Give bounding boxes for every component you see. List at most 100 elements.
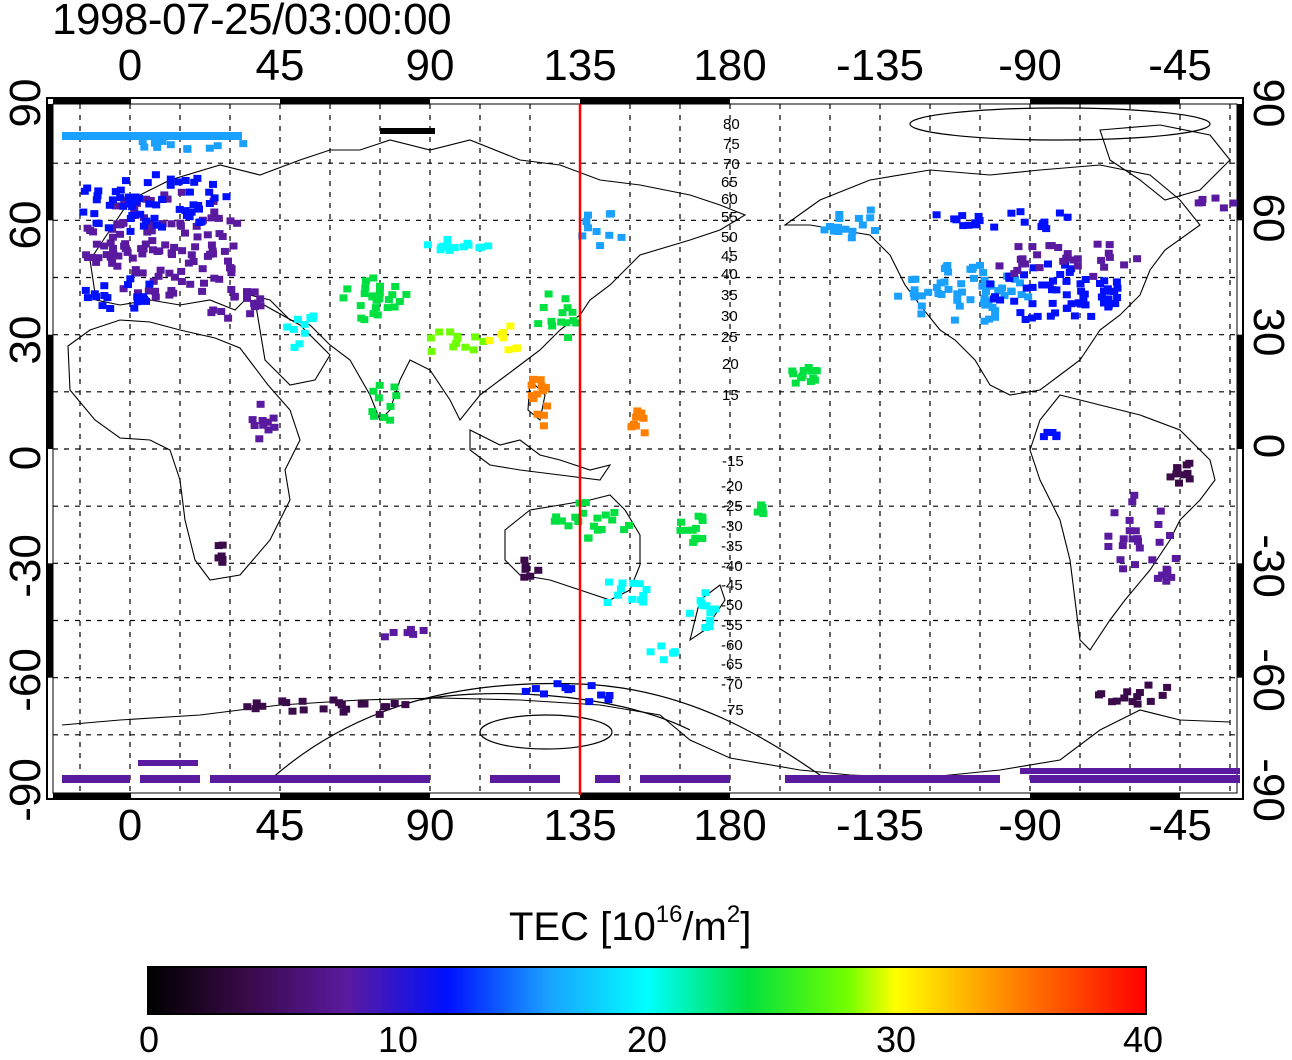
tec-cell bbox=[529, 375, 537, 383]
tec-cell bbox=[161, 241, 170, 249]
tec-cell bbox=[450, 244, 459, 252]
tec-cell bbox=[533, 390, 542, 398]
tec-cell bbox=[403, 629, 412, 637]
top-tick-45: 45 bbox=[255, 41, 305, 90]
tec-cell bbox=[1081, 301, 1090, 309]
tec-cell bbox=[563, 304, 572, 312]
tec-cell bbox=[639, 414, 648, 422]
tec-polar-band bbox=[640, 775, 730, 783]
tec-cell bbox=[250, 422, 259, 429]
tec-cell bbox=[629, 579, 638, 587]
tec-cell bbox=[1104, 532, 1113, 540]
tec-cell bbox=[561, 684, 570, 692]
tec-cell bbox=[698, 535, 707, 542]
right-tick-90: 90 bbox=[1244, 78, 1292, 128]
tec-cell bbox=[166, 175, 175, 183]
tec-cell bbox=[116, 194, 125, 202]
tec-cell bbox=[544, 290, 553, 298]
mag-lat-label: 40 bbox=[721, 266, 738, 283]
mag-lat-label: 15 bbox=[722, 387, 739, 404]
tec-cell bbox=[1069, 256, 1078, 264]
tec-cell bbox=[1211, 194, 1220, 202]
tec-cell bbox=[147, 227, 156, 235]
tec-cell bbox=[122, 177, 130, 185]
tec-cell bbox=[959, 222, 968, 230]
tec-cell bbox=[617, 233, 626, 241]
tec-cell bbox=[635, 580, 644, 588]
tec-cell bbox=[109, 251, 118, 259]
left-tick-m30: -30 bbox=[1, 534, 50, 598]
tec-cell bbox=[970, 274, 978, 282]
tec-cell bbox=[426, 334, 435, 342]
tec-cell bbox=[446, 328, 455, 336]
tec-cell bbox=[113, 220, 122, 228]
tec-cell bbox=[597, 691, 606, 699]
tec-cell bbox=[1135, 689, 1144, 696]
tec-cell bbox=[402, 290, 411, 298]
tec-cell bbox=[1197, 199, 1206, 207]
tec-cell bbox=[1033, 251, 1042, 259]
tec-cell bbox=[552, 513, 561, 521]
mag-lat-label: -20 bbox=[721, 478, 743, 495]
tec-cell bbox=[382, 703, 391, 711]
tec-cell bbox=[585, 698, 594, 706]
tec-cell bbox=[308, 315, 317, 323]
tec-cell bbox=[642, 586, 651, 593]
tec-cell bbox=[136, 210, 145, 218]
tec-cell bbox=[263, 418, 272, 426]
tec-cell bbox=[193, 233, 202, 241]
mag-lat-label: -60 bbox=[721, 637, 743, 654]
tec-cell bbox=[1073, 255, 1082, 263]
tec-cell bbox=[1128, 698, 1137, 706]
tec-cell bbox=[283, 323, 292, 331]
tec-cell bbox=[910, 286, 919, 294]
tec-cell bbox=[1172, 470, 1181, 478]
top-tick-m90: -90 bbox=[998, 41, 1062, 90]
tec-cell bbox=[1108, 698, 1117, 706]
tec-cell bbox=[453, 335, 462, 343]
tec-cell bbox=[558, 309, 567, 317]
tec-cell bbox=[128, 254, 137, 262]
tec-cell bbox=[1020, 271, 1028, 279]
mag-lat-label: 75 bbox=[723, 136, 740, 153]
tec-cell bbox=[858, 221, 867, 229]
tec-cell bbox=[149, 277, 158, 285]
mag-lat-label: 25 bbox=[721, 329, 738, 346]
tec-cell bbox=[83, 224, 92, 232]
mag-lat-label: -50 bbox=[721, 597, 743, 614]
mag-lat-label: -65 bbox=[721, 656, 743, 673]
bottom-tick-135: 135 bbox=[543, 801, 617, 850]
mag-lat-label: -30 bbox=[721, 518, 743, 535]
tec-cell bbox=[943, 262, 952, 269]
tec-cell bbox=[924, 288, 933, 296]
tec-cell bbox=[92, 240, 101, 248]
tec-cell bbox=[243, 294, 251, 302]
tec-cell bbox=[295, 340, 304, 348]
tec-cell bbox=[539, 411, 548, 419]
tec-cell bbox=[368, 292, 377, 300]
colorbar-tick-20: 20 bbox=[626, 1019, 668, 1060]
tec-cell bbox=[955, 302, 964, 310]
tec-cell bbox=[160, 191, 169, 199]
tec-cell bbox=[116, 230, 124, 238]
tec-cell bbox=[1156, 507, 1165, 515]
tec-cell bbox=[205, 200, 214, 207]
tec-polar-band bbox=[1030, 775, 1240, 783]
tec-cell bbox=[1063, 250, 1072, 258]
mag-lat-label: 70 bbox=[723, 156, 740, 173]
tec-cell bbox=[596, 242, 605, 250]
tec-cell bbox=[140, 143, 149, 151]
tec-cell bbox=[243, 703, 252, 711]
tec-cell bbox=[226, 264, 235, 272]
tec-cell bbox=[1010, 297, 1019, 305]
tec-cell bbox=[174, 178, 183, 186]
tec-cell bbox=[134, 289, 142, 297]
tec-cell bbox=[547, 317, 556, 325]
tec-cell bbox=[978, 282, 987, 290]
tec-cell bbox=[1097, 256, 1106, 264]
tec-cell bbox=[958, 212, 967, 220]
tec-cell bbox=[1013, 266, 1022, 274]
tec-cell bbox=[114, 252, 123, 260]
tec-cell bbox=[953, 290, 962, 298]
tec-cell bbox=[1077, 287, 1086, 295]
